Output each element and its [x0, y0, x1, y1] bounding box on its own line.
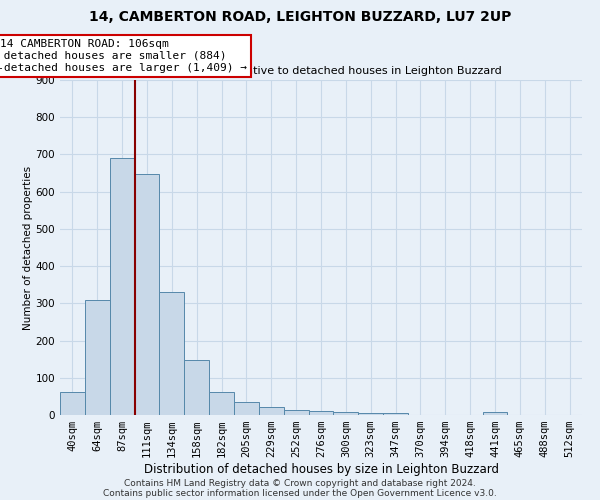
Bar [383, 413, 408, 415]
Bar [160, 292, 184, 415]
Bar [308, 412, 334, 415]
Bar [60, 392, 85, 415]
Text: 14, CAMBERTON ROAD, LEIGHTON BUZZARD, LU7 2UP: 14, CAMBERTON ROAD, LEIGHTON BUZZARD, LU… [89, 10, 511, 24]
Text: Contains public sector information licensed under the Open Government Licence v3: Contains public sector information licen… [103, 488, 497, 498]
Bar [209, 392, 234, 415]
Text: 14 CAMBERTON ROAD: 106sqm
← 38% of detached houses are smaller (884)
61% of semi: 14 CAMBERTON ROAD: 106sqm ← 38% of detac… [0, 40, 247, 72]
Bar [184, 360, 209, 415]
Bar [110, 158, 134, 415]
Bar [358, 413, 383, 415]
Bar [334, 412, 358, 415]
Y-axis label: Number of detached properties: Number of detached properties [23, 166, 33, 330]
Title: Size of property relative to detached houses in Leighton Buzzard: Size of property relative to detached ho… [140, 66, 502, 76]
Bar [259, 407, 284, 415]
Bar [482, 412, 508, 415]
Bar [234, 402, 259, 415]
Bar [85, 300, 110, 415]
X-axis label: Distribution of detached houses by size in Leighton Buzzard: Distribution of detached houses by size … [143, 463, 499, 476]
Bar [284, 410, 308, 415]
Text: Contains HM Land Registry data © Crown copyright and database right 2024.: Contains HM Land Registry data © Crown c… [124, 478, 476, 488]
Bar [134, 174, 160, 415]
